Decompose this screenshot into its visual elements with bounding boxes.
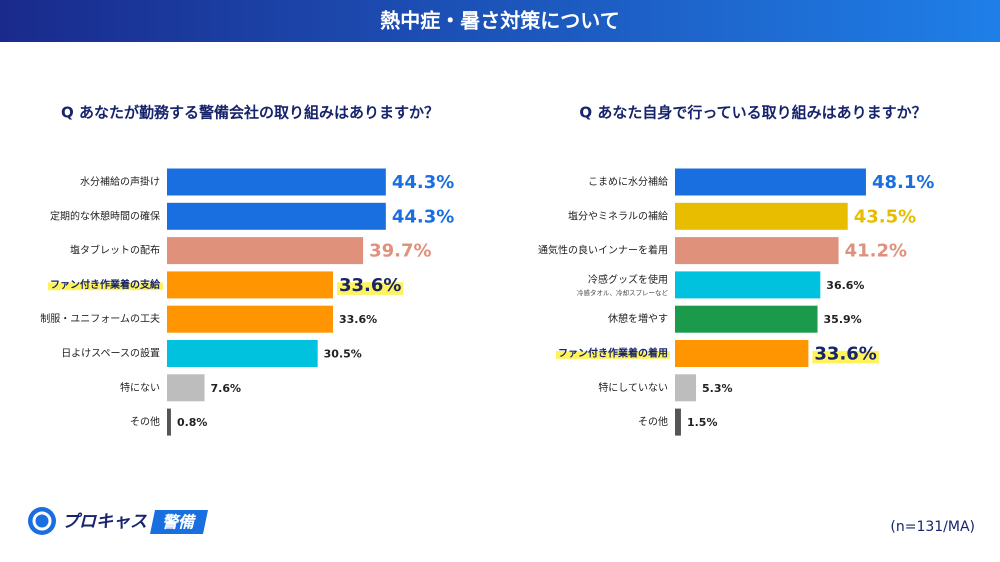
highlight-bg [48,282,163,291]
category-label: 休憩を増やす [608,312,668,325]
value-label: 44.3% [392,206,454,227]
value-label: 1.5% [687,416,718,429]
page-title: 熱中症・暑さ対策について [380,9,619,33]
category-label: 冷感グッズを使用 [588,273,668,286]
category-label: 制服・ユニフォームの工夫 [40,312,160,325]
value-label: 44.3% [392,172,454,193]
category-note: 冷感タオル、冷却スプレーなど [577,288,669,297]
highlight-bg [812,350,879,364]
bar [675,168,866,196]
category-label: 定期的な休憩時間の確保 [50,209,160,222]
bar [167,305,333,333]
value-label: 7.6% [211,382,242,395]
header-bar [0,0,1000,42]
logo-text: プロキャス [62,512,147,532]
value-label: 30.5% [324,348,362,361]
category-label: ファン付き作業着の支給 [50,278,161,291]
category-label: 特にしていない [598,382,668,394]
value-label: 33.6% [339,313,377,326]
category-label: その他 [130,415,160,428]
bar [675,305,818,333]
value-label: 35.9% [824,313,862,326]
logo-badge-bg [150,510,208,534]
logo-badge: 警備 [162,513,197,532]
value-label: 0.8% [177,416,208,429]
chart-title: Q あなたが勤務する警備会社の取り組みはありますか？ [61,104,439,122]
category-label: 水分補給の声掛け [80,175,160,188]
highlight-bg [556,351,670,359]
bar [167,237,364,265]
bar [675,271,821,299]
bar [167,408,171,436]
bar [675,340,809,367]
sample-note: (n=131/MA) [890,519,975,535]
value-label: 5.3% [702,382,733,395]
highlight-bg [336,282,404,295]
logo-icon-ring [32,511,52,531]
bar [167,168,386,196]
value-label: 43.5% [854,206,916,227]
bar [167,202,386,230]
logo-icon [28,507,56,535]
category-label: 日よけスペースの設置 [61,347,160,360]
category-label: 特にない [120,382,160,394]
logo: プロキャス 警備 [28,507,208,535]
bar [167,271,333,299]
value-label: 39.7% [369,241,431,262]
bar [675,408,681,436]
category-label: その他 [638,415,668,428]
value-label: 33.6% [339,275,401,296]
value-label: 48.1% [872,172,934,193]
bar [167,374,205,402]
bar [167,340,318,367]
value-label: 36.6% [826,279,864,292]
bar [675,237,839,265]
chart-title: Q あなた自身で行っている取り組みはありますか？ [579,104,926,122]
category-label: こまめに水分補給 [588,175,668,188]
category-label: 通気性の良いインナーを着用 [538,244,668,257]
bar [675,202,848,230]
category-label: ファン付き作業着の着用 [558,347,668,360]
category-label: 塩タブレットの配布 [70,244,160,257]
value-label: 33.6% [814,344,876,365]
bar [675,374,697,402]
value-label: 41.2% [845,241,907,262]
category-label: 塩分やミネラルの補給 [568,209,668,222]
